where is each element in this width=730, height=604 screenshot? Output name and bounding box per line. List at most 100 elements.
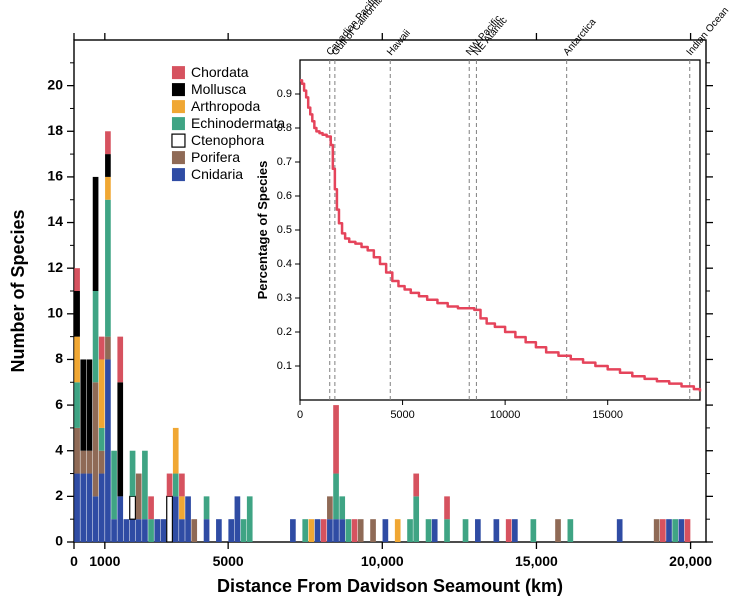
bar-segment <box>117 337 123 383</box>
legend-label: Echinodermata <box>191 115 285 131</box>
bar-segment <box>173 496 179 542</box>
x-tick-label: 20,000 <box>669 553 712 569</box>
bar-segment <box>130 519 136 542</box>
bar-segment <box>672 519 678 542</box>
inset-y-axis-label: Percentage of Species <box>255 161 270 300</box>
bar-segment <box>494 519 500 542</box>
bar-segment <box>358 519 364 542</box>
y-tick-label: 0 <box>55 533 63 549</box>
inset-y-tick-label: 0.1 <box>277 360 292 372</box>
bar-segment <box>407 519 413 542</box>
inset-plot-area <box>300 60 700 400</box>
bar-segment <box>383 519 389 542</box>
legend-swatch <box>172 100 185 113</box>
bar-segment <box>80 474 86 542</box>
figure-svg: 0246810121416182001000500010,00015,00020… <box>0 0 730 604</box>
y-tick-label: 20 <box>47 76 63 92</box>
bar-segment <box>185 496 191 542</box>
bar-segment <box>117 496 123 542</box>
bar-segment <box>130 496 136 519</box>
legend-swatch <box>172 83 185 96</box>
bar-segment <box>87 359 93 450</box>
inset-y-tick-label: 0.4 <box>277 258 292 270</box>
bar-segment <box>333 519 339 542</box>
y-tick-label: 18 <box>47 122 63 138</box>
inset-y-tick-label: 0.9 <box>277 88 292 100</box>
inset-x-tick-label: 10000 <box>490 409 521 421</box>
x-tick-label: 1000 <box>89 553 120 569</box>
bar-segment <box>235 496 241 542</box>
bar-segment <box>555 519 561 542</box>
bar-segment <box>173 428 179 474</box>
inset-y-tick-label: 0.5 <box>277 224 292 236</box>
bar-segment <box>204 496 210 519</box>
bar-segment <box>444 519 450 542</box>
bar-segment <box>148 519 154 542</box>
bar-segment <box>370 519 376 542</box>
bar-segment <box>444 496 450 519</box>
x-tick-label: 0 <box>70 553 78 569</box>
inset-y-tick-label: 0.7 <box>277 156 292 168</box>
bar-segment <box>142 519 148 542</box>
inset-y-tick-label: 0.3 <box>277 292 292 304</box>
bar-segment <box>315 519 321 542</box>
bar-segment <box>191 519 197 542</box>
bar-segment <box>241 519 247 542</box>
bar-segment <box>161 519 167 542</box>
bar-segment <box>87 451 93 474</box>
bar-segment <box>136 519 142 542</box>
bar-segment <box>302 519 308 542</box>
bar-segment <box>93 382 99 496</box>
bar-segment <box>80 359 86 450</box>
y-tick-label: 8 <box>55 350 63 366</box>
legend-swatch <box>172 134 185 147</box>
bar-segment <box>117 382 123 496</box>
bar-segment <box>111 451 117 519</box>
inset-x-tick-label: 5000 <box>390 409 414 421</box>
bar-segment <box>413 496 419 542</box>
x-axis-label: Distance From Davidson Seamount (km) <box>217 576 563 596</box>
legend-label: Cnidaria <box>191 166 243 182</box>
bar-segment <box>105 200 111 337</box>
x-tick-label: 15,000 <box>515 553 558 569</box>
bar-segment <box>309 519 315 542</box>
bar-segment <box>142 451 148 519</box>
y-tick-label: 2 <box>55 487 63 503</box>
bar-segment <box>216 519 222 542</box>
bar-segment <box>179 519 185 542</box>
legend-label: Porifera <box>191 149 240 165</box>
bar-segment <box>105 154 111 177</box>
bar-segment <box>105 177 111 200</box>
figure-container: 0246810121416182001000500010,00015,00020… <box>0 0 730 604</box>
bar-segment <box>463 519 469 542</box>
bar-segment <box>352 519 358 542</box>
bar-segment <box>99 474 105 542</box>
bar-segment <box>179 474 185 497</box>
bar-segment <box>148 496 154 519</box>
bar-segment <box>74 382 80 428</box>
inset-y-tick-label: 0.2 <box>277 326 292 338</box>
bar-segment <box>105 337 111 360</box>
bar-segment <box>321 519 327 542</box>
bar-segment <box>167 474 173 497</box>
inset-x-tick-label: 15000 <box>592 409 623 421</box>
x-tick-label: 5000 <box>213 553 244 569</box>
bar-segment <box>93 291 99 382</box>
inset-chart: Canadian PacificGulf of CaliforniaHawaii… <box>255 0 730 421</box>
bar-segment <box>87 474 93 542</box>
bar-segment <box>679 519 685 542</box>
bar-segment <box>93 496 99 542</box>
bar-segment <box>74 428 80 474</box>
bar-segment <box>247 496 253 542</box>
bar-segment <box>173 474 179 497</box>
inset-y-tick-label: 0.6 <box>277 190 292 202</box>
bar-segment <box>80 451 86 474</box>
bar-segment <box>339 496 345 519</box>
x-tick-label: 10,000 <box>361 553 404 569</box>
bar-segment <box>99 359 105 427</box>
legend-label: Ctenophora <box>191 132 264 148</box>
bar-segment <box>666 519 672 542</box>
bar-segment <box>475 519 481 542</box>
bar-segment <box>99 337 105 360</box>
legend-swatch <box>172 66 185 79</box>
